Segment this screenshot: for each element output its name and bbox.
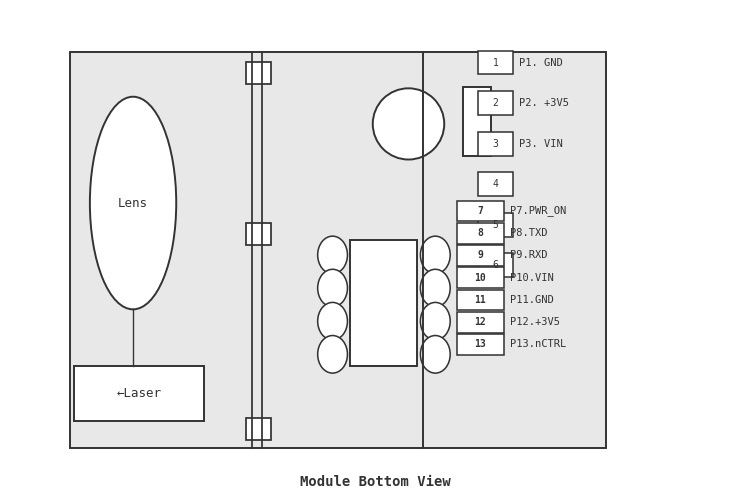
Bar <box>246 418 271 440</box>
Text: 11: 11 <box>475 295 486 305</box>
Bar <box>70 52 606 448</box>
Ellipse shape <box>90 96 176 310</box>
Text: P9.RXD: P9.RXD <box>510 250 548 260</box>
Circle shape <box>373 88 444 160</box>
Bar <box>246 223 271 245</box>
Bar <box>478 172 514 196</box>
Bar <box>457 312 504 332</box>
Text: 4: 4 <box>493 179 499 189</box>
Text: P2. +3V5: P2. +3V5 <box>520 98 569 108</box>
Bar <box>457 200 504 222</box>
Text: 1: 1 <box>493 58 499 68</box>
Ellipse shape <box>318 302 347 340</box>
Bar <box>457 334 504 355</box>
Text: P11.GND: P11.GND <box>510 295 554 305</box>
Text: 3: 3 <box>493 138 499 148</box>
Ellipse shape <box>421 302 450 340</box>
Text: P3. VIN: P3. VIN <box>520 138 563 148</box>
Text: P8.TXD: P8.TXD <box>510 228 548 238</box>
Bar <box>457 245 504 266</box>
Bar <box>478 132 514 156</box>
Text: P1. GND: P1. GND <box>520 58 563 68</box>
Text: P13.nCTRL: P13.nCTRL <box>510 340 566 349</box>
Text: 10: 10 <box>475 272 486 282</box>
Bar <box>478 213 514 236</box>
Bar <box>478 50 514 74</box>
Ellipse shape <box>421 270 450 307</box>
Bar <box>463 87 491 156</box>
Text: 12: 12 <box>475 317 486 327</box>
Text: P7.PWR_ON: P7.PWR_ON <box>510 206 566 216</box>
Text: 8: 8 <box>478 228 483 238</box>
Text: 13: 13 <box>475 340 486 349</box>
Text: 5: 5 <box>493 220 499 230</box>
Ellipse shape <box>318 336 347 373</box>
Bar <box>246 62 271 84</box>
Ellipse shape <box>318 236 347 274</box>
Text: Lens: Lens <box>118 196 148 209</box>
Bar <box>478 254 514 277</box>
Bar <box>457 290 504 310</box>
Text: 9: 9 <box>478 250 483 260</box>
Bar <box>478 92 514 115</box>
Text: ←Laser: ←Laser <box>116 387 161 400</box>
Bar <box>74 366 204 420</box>
Bar <box>350 240 418 366</box>
Ellipse shape <box>421 336 450 373</box>
Bar <box>457 223 504 244</box>
Text: Module Bottom View: Module Bottom View <box>299 476 450 490</box>
Text: P10.VIN: P10.VIN <box>510 272 554 282</box>
Ellipse shape <box>318 270 347 307</box>
Bar <box>457 268 504 288</box>
Text: 2: 2 <box>493 98 499 108</box>
Ellipse shape <box>421 236 450 274</box>
Text: 7: 7 <box>478 206 483 216</box>
Text: P12.+3V5: P12.+3V5 <box>510 317 560 327</box>
Text: 6: 6 <box>493 260 499 270</box>
